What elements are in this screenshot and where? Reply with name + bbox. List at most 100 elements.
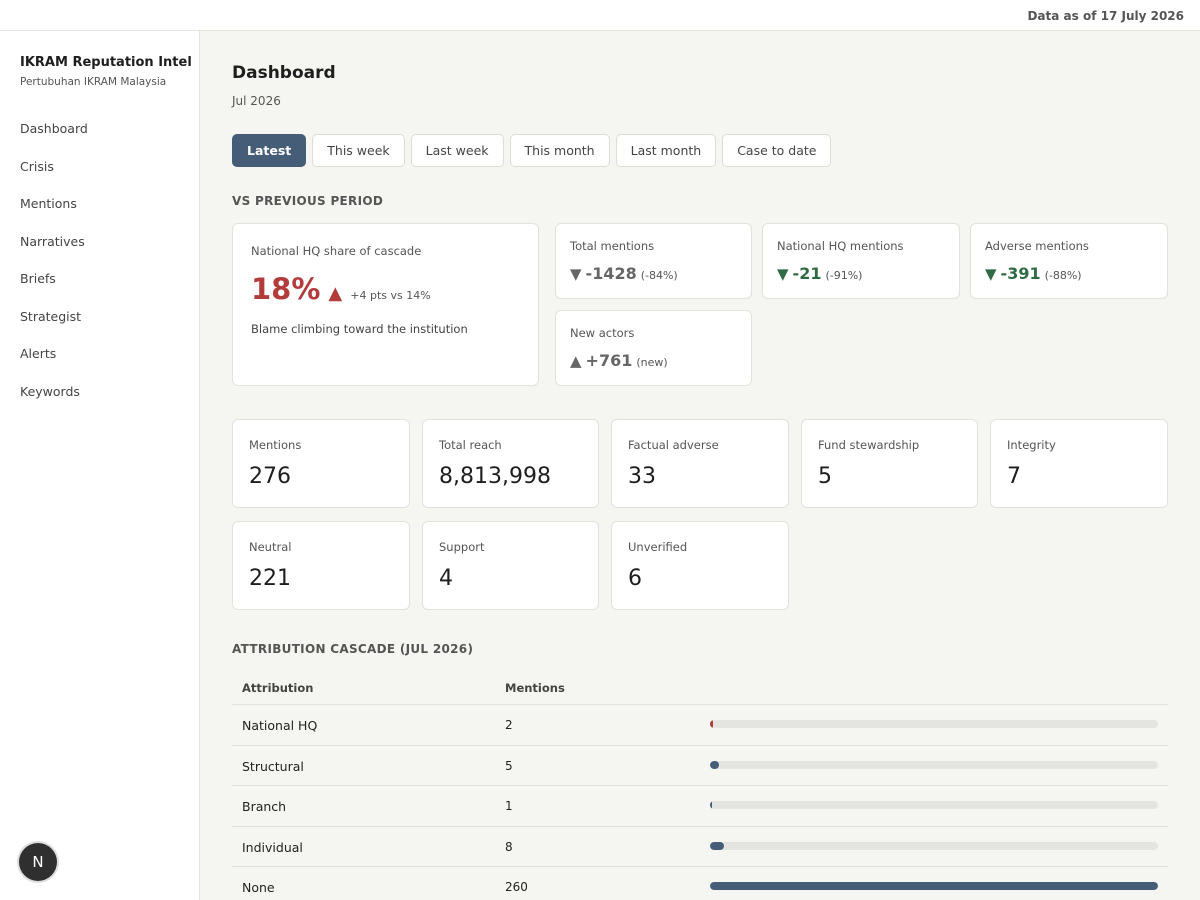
table-row: Individual 8 xyxy=(232,827,1168,867)
share-bar xyxy=(710,720,1158,728)
share-bar-fill xyxy=(710,801,713,809)
period-tabs: Latest This week Last week This month La… xyxy=(232,134,832,167)
delta-label: New actors xyxy=(570,326,635,340)
stat-card-fund-stewardship: Fund stewardship 5 xyxy=(801,419,978,508)
share-bar xyxy=(710,841,1158,850)
stat-label: Fund stewardship xyxy=(818,438,920,452)
delta-value: -1428 xyxy=(585,264,637,283)
tab-last-week[interactable]: Last week xyxy=(410,134,504,167)
column-header-mentions: Mentions xyxy=(505,681,565,695)
cascade-table: Attribution Mentions National HQ 2 Structu… xyxy=(232,671,1168,900)
stat-label: Support xyxy=(439,540,485,554)
sidebar-item-dashboard[interactable]: Dashboard xyxy=(20,121,88,136)
stat-card-mentions: Mentions 276 xyxy=(232,419,410,508)
delta-label: Total mentions xyxy=(570,239,655,253)
vs-previous-heading: VS PREVIOUS PERIOD xyxy=(232,194,384,208)
attribution-label: Structural xyxy=(242,758,304,774)
stat-value: 221 xyxy=(249,566,291,591)
mentions-count: 1 xyxy=(505,799,513,813)
trend-up-icon: ▲ xyxy=(570,352,582,370)
stat-card-unverified: Unverified 6 xyxy=(611,521,789,610)
share-bar xyxy=(710,882,1158,890)
stat-label: Neutral xyxy=(249,540,292,554)
top-bar: Data as of 17 July 2026 xyxy=(0,0,1200,31)
share-bar xyxy=(710,801,1158,809)
tab-last-month[interactable]: Last month xyxy=(615,134,717,167)
share-bar-fill xyxy=(710,841,724,850)
app-title: IKRAM Reputation Intel xyxy=(20,55,192,70)
delta-card-new-actors: New actors ▲ +761 (new) xyxy=(555,310,752,386)
stat-card-neutral: Neutral 221 xyxy=(232,521,410,610)
user-avatar-button[interactable]: N xyxy=(19,843,57,881)
stat-card-integrity: Integrity 7 xyxy=(990,419,1168,508)
delta-label: Adverse mentions xyxy=(985,239,1089,253)
share-bar-fill xyxy=(710,882,1158,890)
app-subtitle: Pertubuhan IKRAM Malaysia xyxy=(20,76,167,88)
delta-value: +761 xyxy=(585,351,633,370)
stat-value: 8,813,998 xyxy=(439,464,551,489)
delta-value: -391 xyxy=(1000,264,1041,283)
sidebar-nav: Dashboard Crisis Mentions Narratives Bri… xyxy=(20,121,88,421)
delta-percent: (-91%) xyxy=(825,269,863,282)
sidebar-item-briefs[interactable]: Briefs xyxy=(20,271,56,286)
trend-down-icon: ▼ xyxy=(985,265,997,283)
stat-card-total-reach: Total reach 8,813,998 xyxy=(422,419,599,508)
attribution-label: Individual xyxy=(242,839,303,855)
hq-share-card: National HQ share of cascade 18% ▲ +4 pt… xyxy=(232,223,539,386)
trend-down-icon: ▼ xyxy=(777,265,789,283)
stat-value: 276 xyxy=(249,464,291,489)
data-as-of-label: Data as of 17 July 2026 xyxy=(1027,9,1184,23)
stat-card-factual-adverse: Factual adverse 33 xyxy=(611,419,789,508)
tab-this-month[interactable]: This month xyxy=(509,134,610,167)
tab-this-week[interactable]: This week xyxy=(312,134,405,167)
attribution-label: None xyxy=(242,880,275,895)
cascade-heading: ATTRIBUTION CASCADE (JUL 2026) xyxy=(232,642,474,656)
page-period: Jul 2026 xyxy=(232,94,281,108)
delta-percent: (-84%) xyxy=(640,269,678,282)
sidebar-item-narratives[interactable]: Narratives xyxy=(20,233,85,249)
stat-value: 5 xyxy=(818,464,832,489)
sidebar-item-alerts[interactable]: Alerts xyxy=(20,346,57,361)
tab-case-to-date[interactable]: Case to date xyxy=(722,134,832,167)
stat-value: 6 xyxy=(628,566,642,591)
page-title: Dashboard xyxy=(232,63,336,83)
sidebar-item-crisis[interactable]: Crisis xyxy=(20,158,54,174)
trend-down-icon: ▼ xyxy=(570,265,582,283)
stat-label: Total reach xyxy=(439,438,502,452)
stat-card-support: Support 4 xyxy=(422,521,599,610)
share-bar xyxy=(710,760,1158,769)
delta-percent: (new) xyxy=(636,356,668,369)
delta-card-total-mentions: Total mentions ▼ -1428 (-84%) xyxy=(555,223,752,299)
hq-share-label: National HQ share of cascade xyxy=(251,244,422,258)
mentions-count: 260 xyxy=(505,880,528,894)
hq-share-value: 18% xyxy=(251,272,321,306)
mentions-count: 2 xyxy=(505,718,513,732)
attribution-label: Branch xyxy=(242,799,287,814)
stat-value: 4 xyxy=(439,566,453,591)
mentions-count: 8 xyxy=(505,839,513,854)
sidebar: IKRAM Reputation Intel Pertubuhan IKRAM … xyxy=(0,31,200,900)
delta-card-adverse-mentions: Adverse mentions ▼ -391 (-88%) xyxy=(970,223,1168,299)
stat-label: Integrity xyxy=(1007,438,1056,452)
delta-percent: (-88%) xyxy=(1044,269,1082,282)
share-bar-fill xyxy=(710,760,719,769)
sidebar-item-keywords[interactable]: Keywords xyxy=(20,383,80,399)
tab-latest[interactable]: Latest xyxy=(232,134,307,167)
stat-label: Factual adverse xyxy=(628,438,719,452)
delta-value: -21 xyxy=(792,264,822,283)
attribution-label: National HQ xyxy=(242,718,318,733)
sidebar-item-strategist[interactable]: Strategist xyxy=(20,308,82,324)
stat-value: 7 xyxy=(1007,464,1021,489)
table-row: Structural 5 xyxy=(232,746,1168,786)
delta-card-hq-mentions: National HQ mentions ▼ -21 (-91%) xyxy=(762,223,960,299)
column-header-attribution: Attribution xyxy=(242,681,314,695)
sidebar-item-mentions[interactable]: Mentions xyxy=(20,196,77,211)
table-header: Attribution Mentions xyxy=(232,671,1168,705)
table-row: Branch 1 xyxy=(232,786,1168,827)
trend-up-icon: ▲ xyxy=(328,283,343,304)
table-row: National HQ 2 xyxy=(232,705,1168,746)
stat-label: Mentions xyxy=(249,438,302,452)
mentions-count: 5 xyxy=(505,758,513,773)
stat-value: 33 xyxy=(628,464,656,489)
share-bar-fill xyxy=(710,720,714,728)
